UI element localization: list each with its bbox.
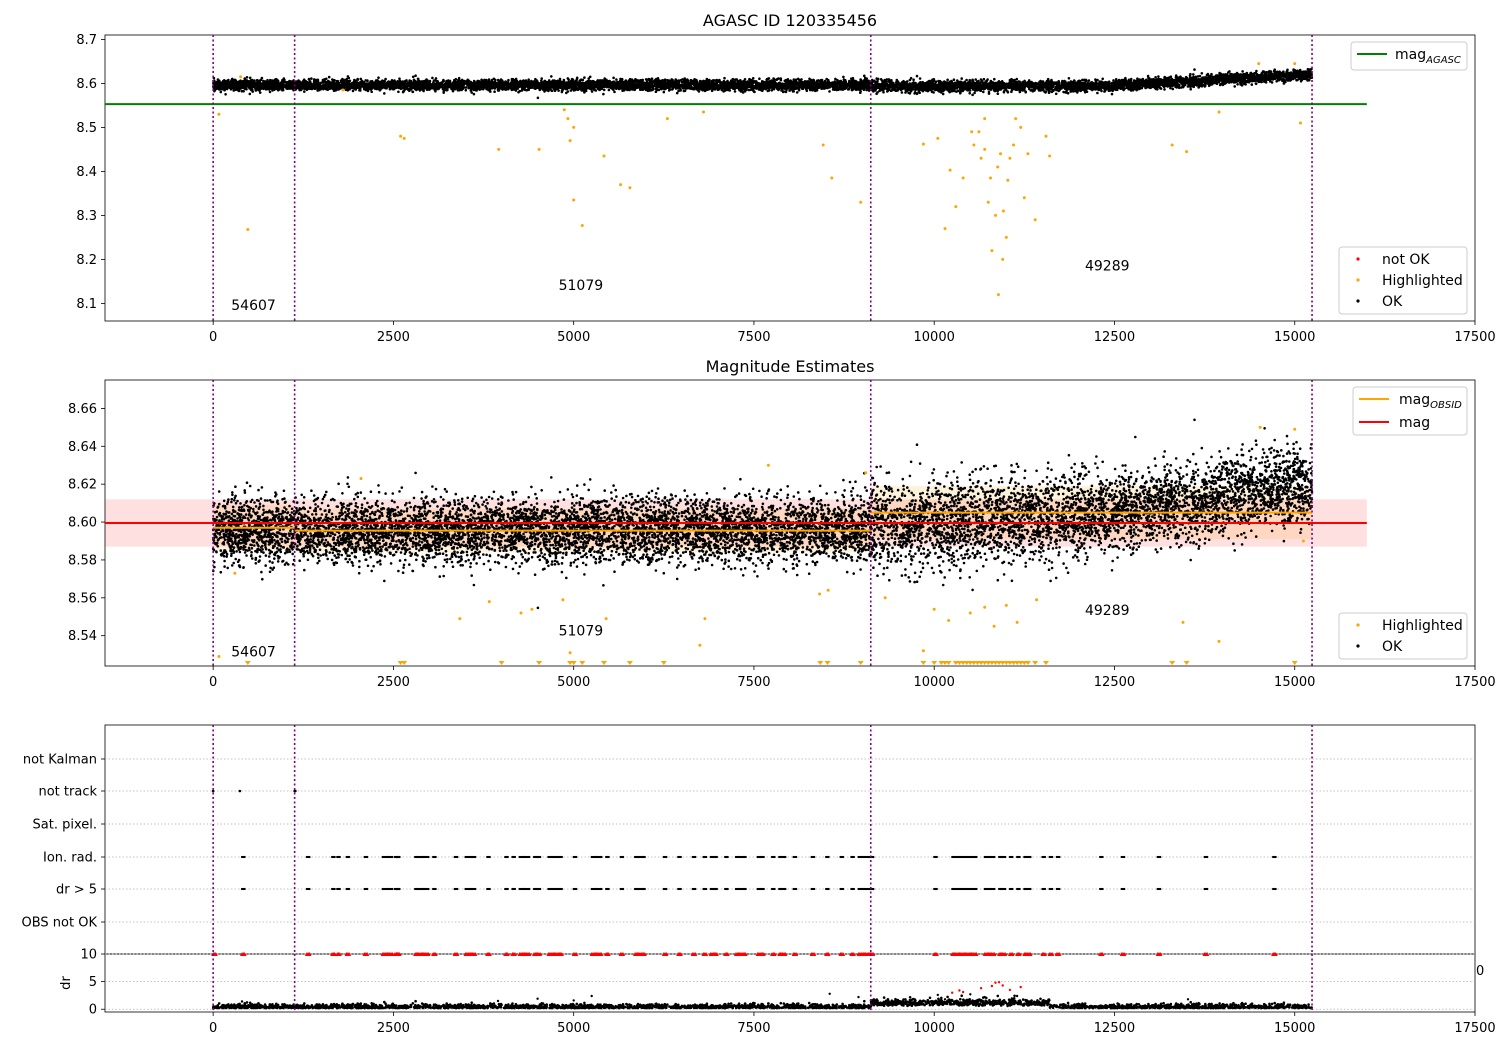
panel2-xtick-label: 10000 [914,675,955,690]
panel3-category-label: dr > 5 [56,883,97,898]
panel1-ytick-label: 8.5 [76,121,97,136]
panel1-legend-label: not OK [1382,252,1430,268]
panel1-ytick-label: 8.4 [76,165,97,180]
panel3-category-label: OBS not OK [22,916,98,931]
panel4-ytick-label: 10 [80,948,97,963]
panel1-xtick-label: 7500 [737,330,770,345]
panel2-ytick-label: 8.62 [68,478,97,493]
panel4-xtick-label: 17500 [1454,1021,1495,1036]
panel1-legend-label: OK [1382,294,1403,310]
panel4-ylabel: dr [59,976,74,990]
panel1-title: AGASC ID 120335456 [703,11,877,30]
panel1-ok-points [212,67,1314,100]
panel3-flags: not Kalman not track Sat. pixel. Ion. rad. d… [22,724,1476,955]
panel4-xtick-label: 10000 [914,1021,955,1036]
panel1-ytick-label: 8.7 [76,33,97,48]
panel2-ok-points [211,418,1314,610]
panel1-xtick-label: 17500 [1454,330,1495,345]
panel4-xtick-label: 15000 [1274,1021,1315,1036]
panel2-legend-label: Highlighted [1382,618,1463,634]
panel1-annotation: 54607 [231,298,276,314]
panel2-annotation: 54607 [231,645,276,661]
panel1-ytick-label: 8.3 [76,209,97,224]
panel4-xtick-label: 12500 [1094,1021,1135,1036]
panel2-xtick-label: 17500 [1454,675,1495,690]
panel2-plot: 0 2500 5000 7500 10000 12500 15000 17500 8.54 8.5… [68,379,1496,690]
panel1-legend-label: Highlighted [1382,273,1463,289]
panel2-legend-mag: mag [1399,415,1430,431]
panel4-xtick-label: 0 [209,1021,217,1036]
panel1-frame [104,34,1476,322]
panel1-legend-marker [1356,278,1360,282]
panel2-title: Magnitude Estimates [706,357,875,376]
panel1-line-legend [1350,41,1468,71]
panel1-legend-marker [1356,299,1360,303]
panel1-legend-marker [1356,257,1360,261]
panel2-ytick-label: 8.54 [68,629,97,644]
panel1-legend-mag-agasc: magAGASC [1395,47,1461,66]
panel2-annotation: 51079 [559,624,604,640]
panel2-xtick-label: 15000 [1274,675,1315,690]
panel2-annotation: 49289 [1085,603,1130,619]
panel2-xtick-label: 12500 [1094,675,1135,690]
panel4-xtick-label: 7500 [737,1021,770,1036]
panel4-clipped-label: 0 [1476,964,1484,979]
panel2-marker-legend [1338,612,1468,660]
panel1-xtick-label: 2500 [377,330,410,345]
panel2-legend-marker [1356,623,1360,627]
panel2-legend-label: OK [1382,639,1403,655]
panel2-xtick-label: 0 [209,675,217,690]
panel1-plot: 0 2500 5000 7500 10000 12500 15000 17500 8.1 8.2 8… [76,33,1495,345]
panel1-xtick-label: 5000 [557,330,590,345]
panel4-ytick-label: 5 [89,975,97,990]
panel3-ion-rad-points [240,855,1277,859]
panel1-xtick-label: 0 [209,330,217,345]
panel1-ytick-label: 8.1 [76,297,97,312]
panel2-legend-marker [1356,644,1360,648]
panel2-xtick-label: 5000 [557,675,590,690]
panel2-ytick-label: 8.60 [68,516,97,531]
panel1-marker-legend [1338,246,1468,315]
panel4-xtick-label: 5000 [557,1021,590,1036]
panel3-category-label: Sat. pixel. [33,818,97,833]
panel1-annotation: 51079 [559,278,604,294]
panel2-xtick-label: 2500 [377,675,410,690]
panel1-xtick-label: 12500 [1094,330,1135,345]
panel2-legend-mag-obsid: magOBSID [1399,392,1462,411]
panel4-dr: 0 2500 5000 7500 10000 12500 15000 17500 0 5 10 dr 0 [59,948,1496,1037]
panel2-ytick-label: 8.58 [68,553,97,568]
panel4-capped-markers [211,952,1278,956]
panel3-category-label: not track [38,785,97,800]
panel4-dr-points [211,994,1313,1010]
panel3-dr-gt5-points [240,887,1277,891]
panel3-category-label: Ion. rad. [43,851,97,866]
panel2-ytick-label: 8.64 [68,440,97,455]
panel1-ytick-label: 8.6 [76,77,97,92]
panel4-xtick-label: 2500 [377,1021,410,1036]
panel2-ytick-label: 8.66 [68,402,97,417]
panel4-frame [104,953,1476,1013]
panel4-ytick-label: 0 [89,1003,97,1018]
panel3-category-label: not Kalman [23,753,97,768]
panel1-ytick-label: 8.2 [76,253,97,268]
panel1-xtick-label: 10000 [914,330,955,345]
panel2-xtick-label: 7500 [737,675,770,690]
panel1-annotation: 49289 [1085,258,1130,274]
panel2-ytick-label: 8.56 [68,591,97,606]
panel2-offscale-markers [244,661,1298,665]
panel1-xtick-label: 15000 [1274,330,1315,345]
